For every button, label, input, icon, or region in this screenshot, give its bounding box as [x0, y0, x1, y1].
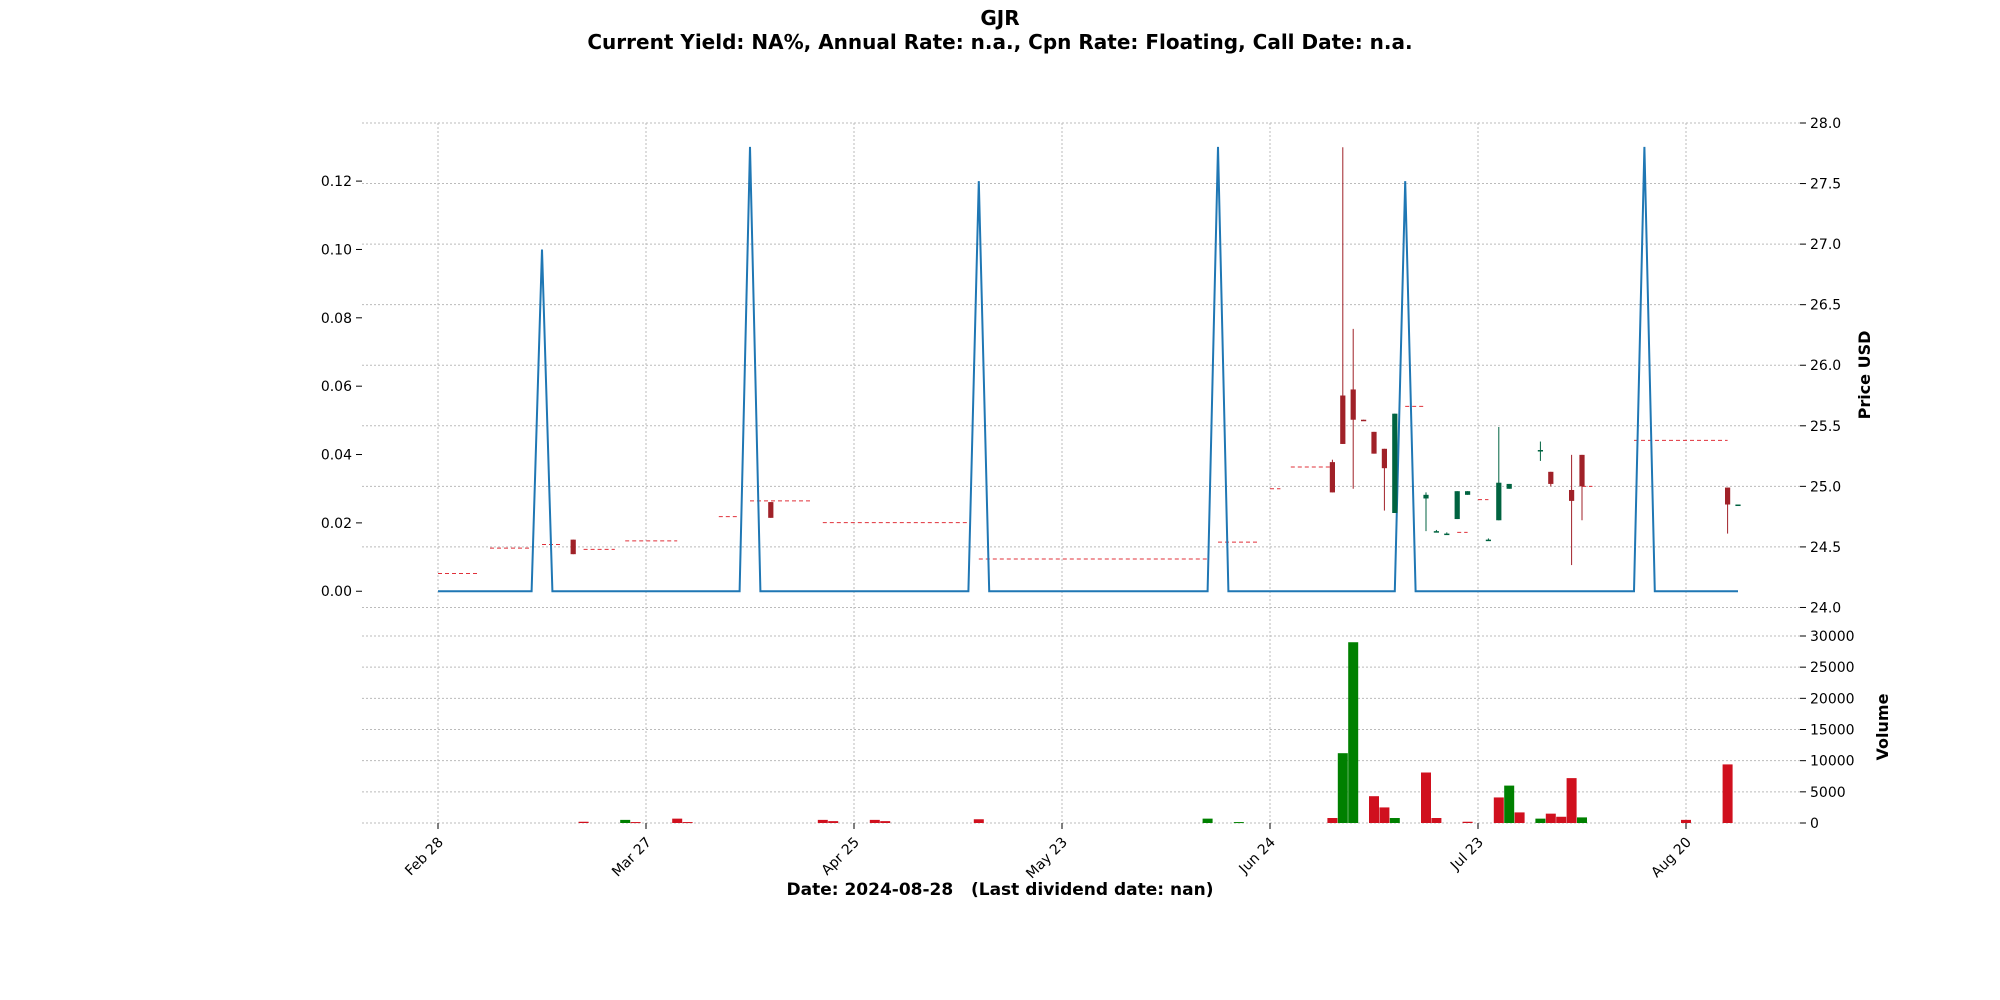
candle-body [1371, 431, 1377, 454]
price-axis-label: Price USD [1855, 331, 1874, 420]
volume-tick-label: 25000 [1810, 660, 1855, 676]
volume-bar [1389, 818, 1400, 823]
dashed-price-levels [438, 405, 1728, 575]
volume-axis-label: Volume [1873, 693, 1892, 760]
candle-body [1548, 471, 1554, 484]
price-tick-label: 24.0 [1810, 600, 1841, 616]
volume-bar [1337, 753, 1348, 823]
volume-bar [672, 818, 683, 823]
yield-line-layer [438, 146, 1738, 593]
date-tick-label: Jul 23 [1447, 835, 1487, 875]
price-tick-label: 26.0 [1810, 358, 1841, 374]
candle-body [1735, 504, 1741, 507]
yield-tick-label: 0.10 [321, 242, 352, 258]
volume-tick-label: 15000 [1810, 723, 1855, 739]
candle-body [1506, 483, 1512, 489]
price-tick-label: 25.5 [1810, 419, 1841, 435]
volume-bar [1566, 778, 1577, 823]
volume-tick-label: 5000 [1810, 785, 1846, 801]
volume-tick-label: 0 [1810, 816, 1819, 832]
candle-body [570, 539, 576, 555]
yield-tick-label: 0.00 [321, 584, 352, 600]
yield-tick-label: 0.08 [321, 311, 352, 327]
price-tick-label: 25.0 [1810, 479, 1841, 495]
candle-body [1381, 448, 1387, 469]
candle-body [1579, 454, 1585, 487]
date-tick-label: Aug 20 [1648, 835, 1694, 881]
volume-bar [817, 819, 828, 823]
yield-line [438, 146, 1738, 593]
candle-body [1725, 487, 1731, 505]
volume-bar [682, 822, 693, 824]
volume-tick-label: 10000 [1810, 754, 1855, 770]
candle-body [1465, 491, 1471, 495]
volume-bar [1504, 785, 1515, 823]
price-tick-label: 24.5 [1810, 540, 1841, 556]
grid-lines [362, 122, 1800, 824]
volume-bar [1327, 818, 1338, 823]
volume-bar [1233, 822, 1244, 824]
chart-title: GJR [980, 6, 1020, 30]
candle-body [1329, 462, 1335, 493]
candlesticks [570, 147, 1741, 566]
candle-body [1423, 494, 1429, 499]
candle-body [1496, 482, 1502, 521]
x-axis-label: Date: 2024-08-28 (Last dividend date: na… [786, 880, 1214, 900]
volume-bar [620, 819, 631, 823]
candle-body [1444, 533, 1450, 536]
volume-bar [1493, 797, 1504, 823]
price-tick-label: 26.5 [1810, 298, 1841, 314]
candle-body [1454, 491, 1460, 520]
volume-tick-label: 20000 [1810, 691, 1855, 707]
volume-bar [578, 821, 589, 823]
volume-bar [880, 821, 891, 823]
volume-bar [1545, 813, 1556, 823]
volume-bar [1202, 818, 1213, 823]
date-tick-label: Apr 25 [819, 835, 863, 879]
volume-bar [973, 819, 984, 823]
candle-body [1361, 419, 1367, 422]
candle-body [1433, 531, 1439, 533]
candle-body [1485, 539, 1491, 542]
candle-body [1350, 389, 1356, 420]
volume-bar [1722, 764, 1733, 823]
volume-bar [1556, 816, 1567, 823]
price-tick-label: 27.5 [1810, 177, 1841, 193]
volume-bar [1535, 818, 1546, 823]
volume-bar [1577, 817, 1587, 823]
volume-bar [1379, 807, 1390, 823]
volume-bar [869, 819, 880, 823]
volume-bar [1681, 819, 1691, 823]
price-tick-label: 27.0 [1810, 237, 1841, 253]
volume-bar [1369, 796, 1379, 823]
date-tick-label: Feb 28 [402, 835, 447, 880]
volume-bar [1514, 812, 1525, 823]
volume-bars [578, 642, 1733, 824]
price-tick-label: 28.0 [1810, 116, 1841, 132]
date-tick-label: May 23 [1023, 835, 1071, 883]
volume-tick-label: 30000 [1810, 629, 1855, 645]
yield-tick-label: 0.06 [321, 379, 352, 395]
date-tick-label: Mar 27 [609, 835, 655, 881]
volume-bar [1431, 818, 1442, 823]
yield-tick-label: 0.02 [321, 516, 352, 532]
volume-bar [1421, 772, 1431, 823]
chart-subtitle: Current Yield: NA%, Annual Rate: n.a., C… [587, 30, 1413, 54]
date-tick-label: Jun 24 [1236, 834, 1279, 877]
candle-body [1569, 489, 1575, 501]
axes: 24.0 24.5 25.0 25.5 26.0 26.5 27.0 27.5 28.0 0.00… [321, 116, 1855, 882]
yield-tick-label: 0.04 [321, 448, 352, 464]
candle-body [768, 502, 774, 518]
volume-bar [1462, 821, 1473, 823]
yield-tick-label: 0.12 [321, 174, 352, 190]
candle-body [1340, 395, 1346, 444]
volume-bar [630, 822, 641, 824]
candle-body [1392, 413, 1398, 513]
candle-body [1537, 450, 1543, 452]
volume-bar [828, 821, 839, 823]
volume-bar [1348, 642, 1359, 823]
